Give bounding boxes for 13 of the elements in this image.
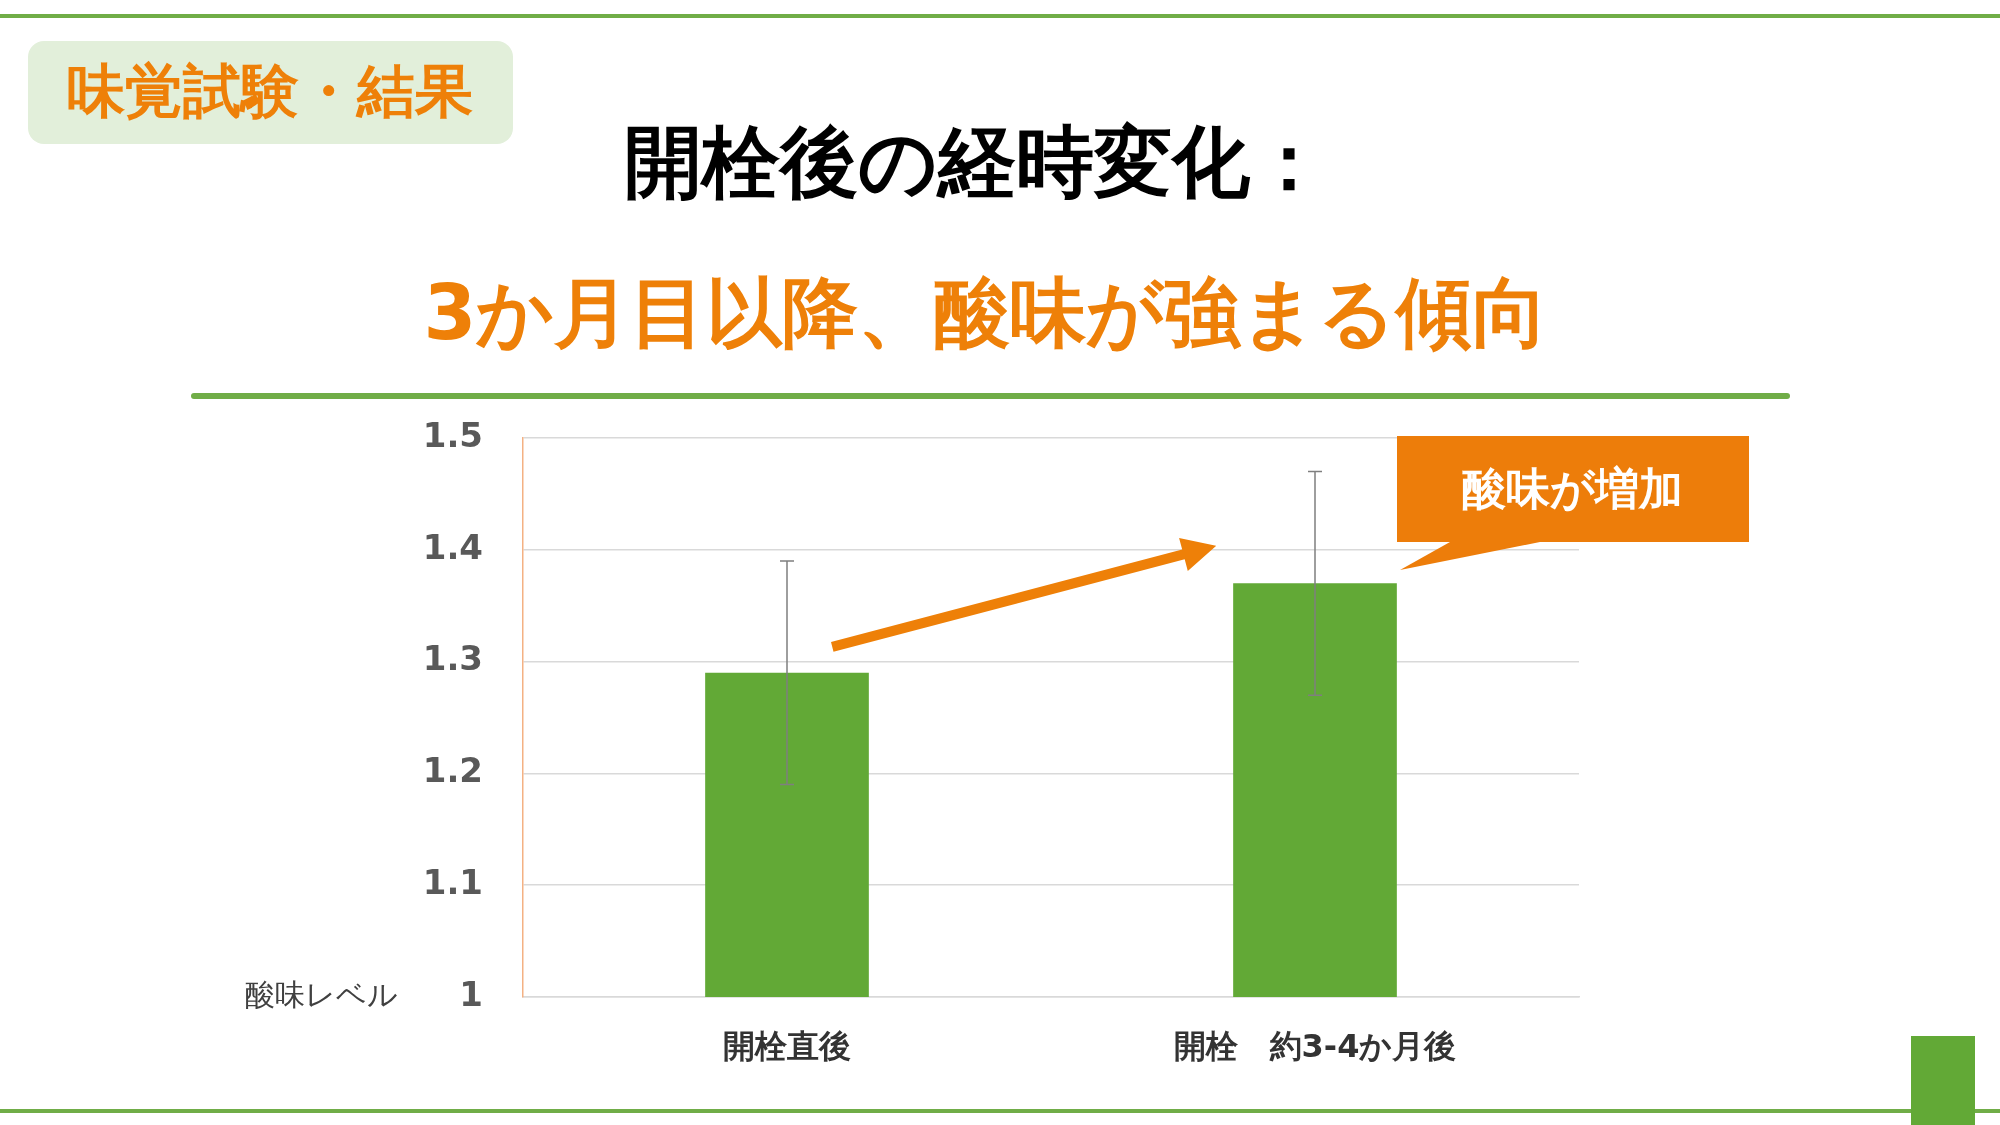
- y-tick-label: 1.1: [422, 862, 483, 903]
- text: 味覚試験・結果: [67, 57, 473, 126]
- x-tick-label: 開栓直後: [723, 1026, 851, 1065]
- y-tick-label: 1.2: [422, 750, 483, 791]
- annotation: 酸味が増加: [1462, 463, 1684, 515]
- y-tick-label: 1.3: [422, 638, 483, 679]
- chart-title: 開栓後の経時変化：: [624, 117, 1328, 208]
- chart-subtitle: 3か月目以降、酸味が強まる傾向: [423, 268, 1549, 358]
- y-tick-label: 1.4: [422, 526, 483, 567]
- y-tick-label: 1: [459, 973, 483, 1014]
- y-axis-title: 酸味レベル: [245, 976, 398, 1012]
- x-tick-label: 開栓 約3-4か月後: [1173, 1026, 1457, 1065]
- y-tick-label: 1.5: [422, 414, 483, 455]
